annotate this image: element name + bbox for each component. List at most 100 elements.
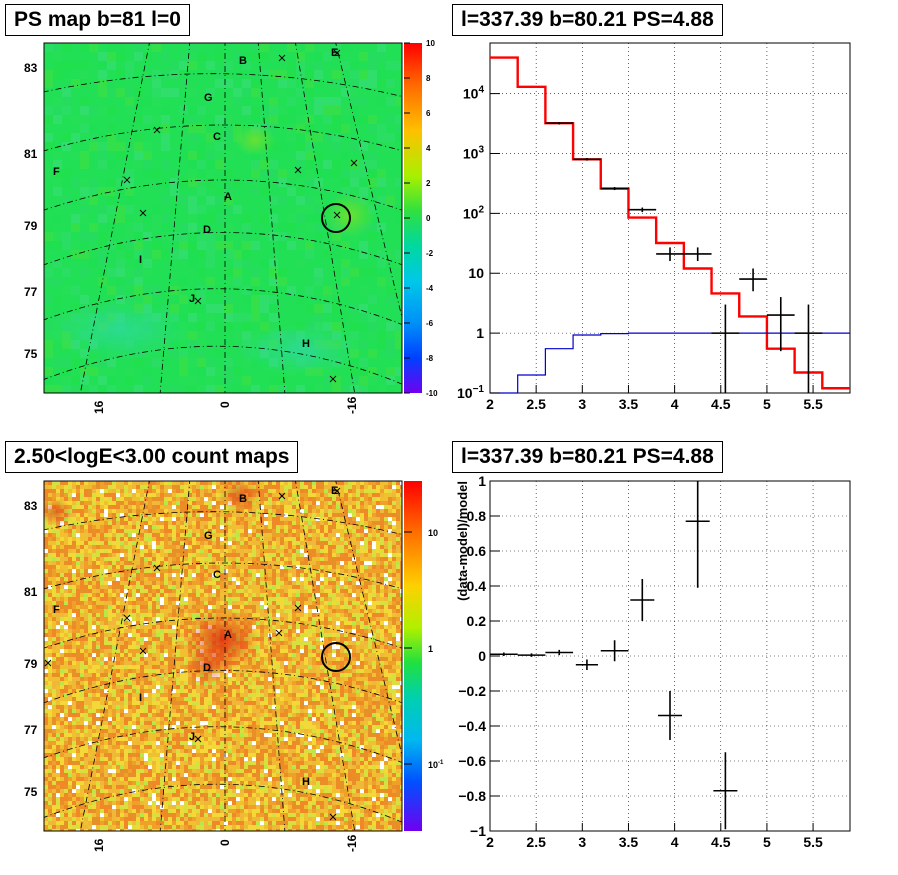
count-map-cell [88, 481, 92, 485]
count-map-cell [160, 553, 164, 557]
count-map-cell [200, 509, 204, 513]
count-map-cell [316, 521, 320, 525]
count-map-cell [316, 549, 320, 553]
count-map-cell [192, 593, 196, 597]
count-map-cell [264, 625, 268, 629]
count-map-cell [300, 541, 304, 545]
count-map-cell [300, 489, 304, 493]
count-map-cell [356, 601, 360, 605]
count-map-cell [156, 645, 160, 649]
count-map-cell [120, 529, 124, 533]
count-map-cell [276, 489, 280, 493]
ps-map-frame [43, 42, 403, 394]
count-map-cell [164, 581, 168, 585]
count-map-cell [360, 645, 364, 649]
count-map-cell [148, 637, 152, 641]
count-map-cell [352, 589, 356, 593]
count-map-cell [72, 629, 76, 633]
ps-map-cell [44, 340, 53, 349]
count-map-cell [356, 537, 360, 541]
count-map-cell [112, 609, 116, 613]
count-map-cell [156, 509, 160, 513]
count-map-cell [240, 541, 244, 545]
count-map-cell [100, 533, 104, 537]
count-map-cell [176, 533, 180, 537]
ps-map-cell [197, 268, 206, 277]
ps-map-cell [89, 232, 98, 241]
count-map-cell [348, 569, 352, 573]
ps-map-cell [305, 178, 314, 187]
ps-map-cell [53, 232, 62, 241]
count-map-cell [132, 593, 136, 597]
count-map-cell [272, 649, 276, 653]
count-map-cell [60, 493, 64, 497]
count-map-cell [184, 613, 188, 617]
count-map-cell [100, 501, 104, 505]
count-map-cell [252, 657, 256, 661]
count-map-cell [392, 613, 396, 617]
count-map-cell [244, 601, 248, 605]
count-map-cell [88, 485, 92, 489]
count-map-cell [116, 601, 120, 605]
count-map-cell [328, 489, 332, 493]
count-map-cell [280, 537, 284, 541]
count-map-cell [44, 661, 48, 665]
ps-map-cell [260, 106, 269, 115]
count-map-cell [84, 517, 88, 521]
count-map-cell [92, 501, 96, 505]
count-map-cell [380, 553, 384, 557]
count-map-cell [132, 513, 136, 517]
count-map-cell [144, 621, 148, 625]
count-map-cell [108, 505, 112, 509]
count-map-cell [396, 573, 400, 577]
count-map-cell [296, 521, 300, 525]
count-map-cell [232, 513, 236, 517]
count-map-cell [184, 541, 188, 545]
count-map-cell [92, 605, 96, 609]
count-map-cell [120, 593, 124, 597]
count-map-cell [196, 589, 200, 593]
count-map-cell [176, 597, 180, 601]
count-map-cell [88, 521, 92, 525]
count-map-cell [252, 593, 256, 597]
count-map-cell [64, 533, 68, 537]
count-map-cell [308, 585, 312, 589]
ps-map-cell [224, 133, 233, 142]
count-map-cell [208, 525, 212, 529]
count-map-cell [92, 497, 96, 501]
count-map-cell [328, 597, 332, 601]
count-map-cell [164, 621, 168, 625]
count-map-cell [368, 581, 372, 585]
ps-map-cell [107, 79, 116, 88]
count-map-cell [352, 525, 356, 529]
count-map-cell [208, 557, 212, 561]
count-map-cell [212, 485, 216, 489]
count-map-cell [316, 625, 320, 629]
ps-map-cell [224, 250, 233, 259]
count-map-cell [128, 509, 132, 513]
count-map-cell [132, 565, 136, 569]
count-map-cell [232, 569, 236, 573]
count-map-cell [364, 501, 368, 505]
count-map-cell [48, 637, 52, 641]
count-map-cell [276, 589, 280, 593]
count-map-cell [168, 497, 172, 501]
count-map-cell [276, 557, 280, 561]
count-map-cell [204, 481, 208, 485]
count-map-cell [396, 593, 400, 597]
ps-map-cell [116, 241, 125, 250]
ps-map-cell [269, 142, 278, 151]
count-map-cell [364, 573, 368, 577]
count-map-cell [96, 533, 100, 537]
count-map-cell [68, 489, 72, 493]
count-map-cell [92, 589, 96, 593]
count-map-cell [388, 645, 392, 649]
count-map-cell [152, 557, 156, 561]
count-map-cell [344, 597, 348, 601]
count-map-cell [292, 581, 296, 585]
count-map-cell [152, 513, 156, 517]
count-map-cell [108, 569, 112, 573]
count-map-cell [340, 621, 344, 625]
count-map-cell [324, 593, 328, 597]
ps-map-cell [125, 205, 134, 214]
